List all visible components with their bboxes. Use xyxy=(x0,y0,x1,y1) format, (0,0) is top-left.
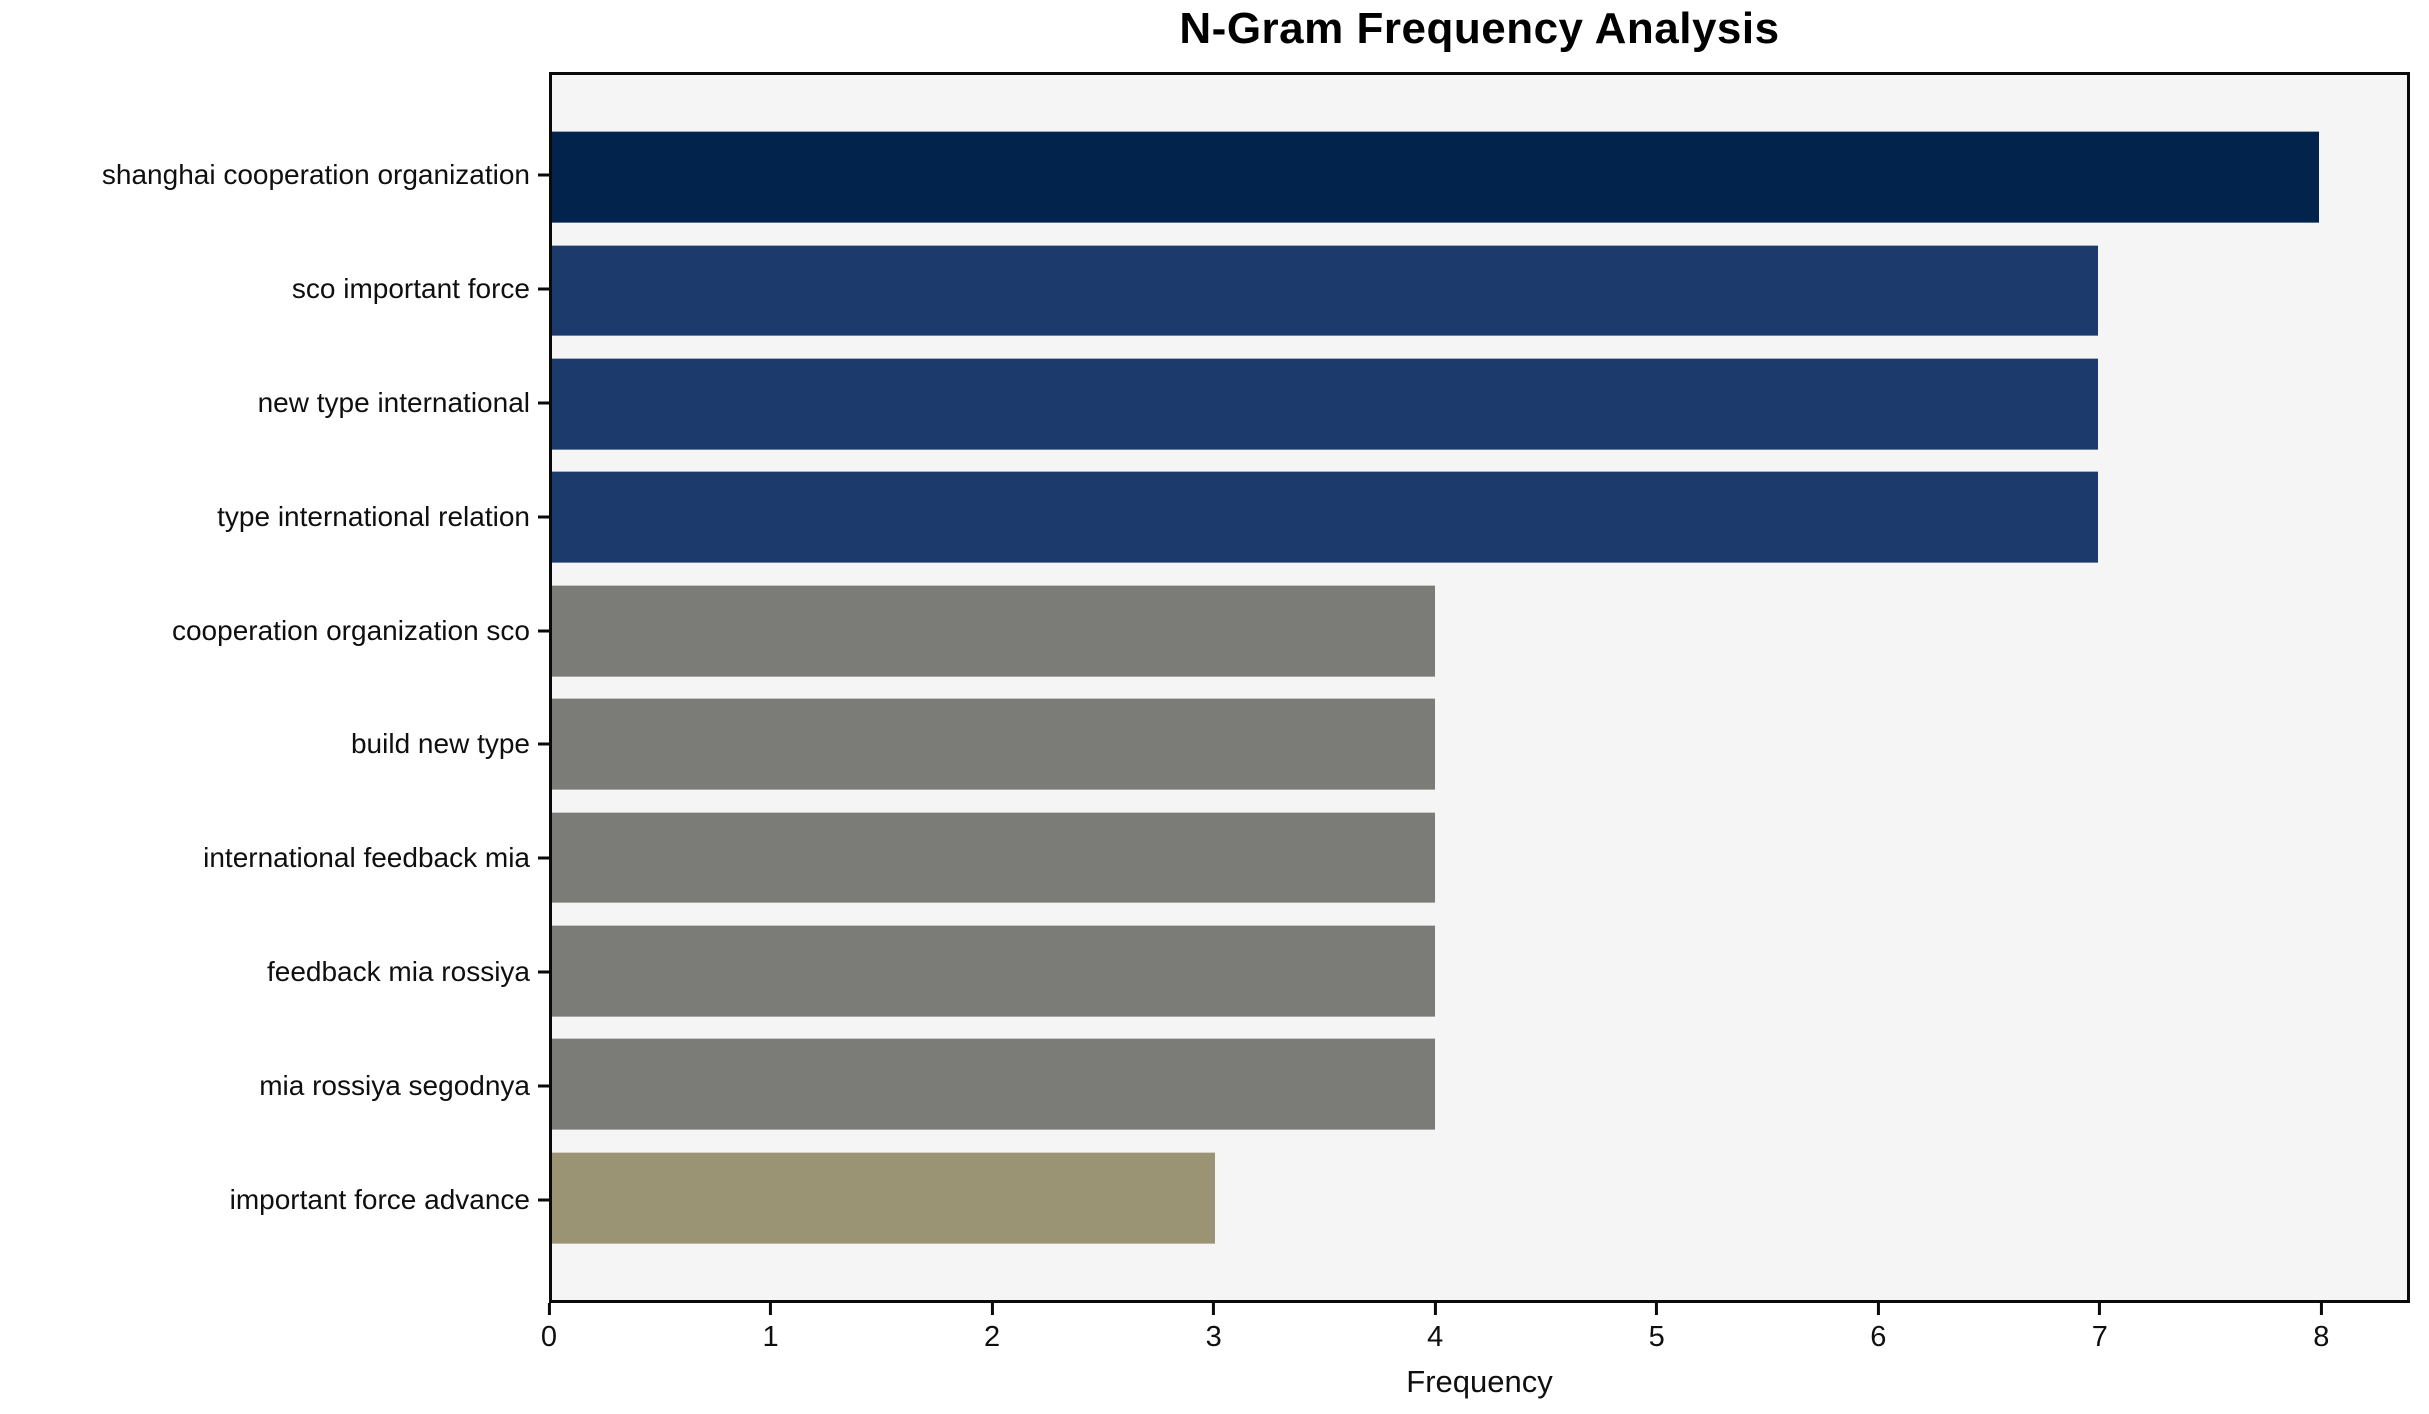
bar xyxy=(552,812,1436,903)
y-tick-mark xyxy=(538,742,549,746)
x-tick-label: 0 xyxy=(540,1321,558,1353)
x-tick: 4 xyxy=(1427,1303,1443,1354)
y-tick-label: sco important force xyxy=(291,272,530,304)
bar xyxy=(552,1039,1436,1130)
y-axis-tick-marks xyxy=(538,72,549,1303)
x-tick-mark xyxy=(769,1303,773,1315)
x-tick: 1 xyxy=(762,1303,779,1354)
y-axis-labels: shanghai cooperation organization sco imp… xyxy=(0,72,530,1303)
bar xyxy=(552,131,2319,223)
x-tick-mark xyxy=(1212,1303,1216,1315)
x-tick-label: 8 xyxy=(2313,1321,2330,1353)
y-tick-mark xyxy=(538,173,549,177)
x-tick-mark xyxy=(1876,1303,1880,1315)
y-tick-mark xyxy=(538,629,549,632)
x-tick-label: 7 xyxy=(2091,1321,2108,1353)
y-tick-mark xyxy=(538,856,549,860)
x-tick-label: 4 xyxy=(1427,1321,1444,1353)
y-tick-mark xyxy=(538,401,549,405)
y-tick-label: international feedback mia xyxy=(203,842,530,874)
x-tick-mark xyxy=(547,1303,551,1315)
bar xyxy=(552,1152,1215,1244)
y-tick-mark xyxy=(538,287,549,291)
chart-title: N-Gram Frequency Analysis xyxy=(1179,4,1780,53)
x-tick-label: 5 xyxy=(1648,1321,1665,1353)
x-tick-mark xyxy=(1433,1303,1437,1315)
x-tick: 8 xyxy=(2313,1303,2329,1354)
y-tick-label: cooperation organization sco xyxy=(171,614,530,646)
bar xyxy=(552,585,1436,677)
y-tick-mark xyxy=(538,970,549,974)
bar xyxy=(552,698,1436,790)
y-tick-label: new type international xyxy=(257,386,530,418)
x-tick-label: 1 xyxy=(762,1321,779,1353)
x-tick: 2 xyxy=(984,1303,1000,1354)
x-tick-mark xyxy=(1655,1303,1659,1315)
x-tick: 5 xyxy=(1649,1303,1665,1354)
x-tick: 6 xyxy=(1870,1303,1886,1354)
bar xyxy=(552,245,2098,336)
x-tick-label: 3 xyxy=(1205,1321,1222,1353)
y-tick-label: type international relation xyxy=(217,500,530,532)
x-tick: 7 xyxy=(2092,1303,2108,1354)
x-axis-title: Frequency xyxy=(1406,1364,1553,1399)
plot-area xyxy=(549,72,2410,1303)
x-axis: 0 1 2 3 4 5 6 7 8 xyxy=(541,1303,2410,1373)
bar xyxy=(552,925,1436,1017)
y-tick-label: mia rossiya segodnya xyxy=(259,1070,530,1102)
y-tick-label: build new type xyxy=(350,728,530,760)
x-tick: 3 xyxy=(1206,1303,1222,1354)
x-tick-mark xyxy=(990,1303,994,1315)
x-tick-mark xyxy=(2319,1303,2323,1315)
y-tick-mark xyxy=(538,1198,549,1202)
x-tick-label: 2 xyxy=(984,1321,1001,1353)
y-tick-label: important force advance xyxy=(229,1184,530,1216)
y-tick-mark xyxy=(538,1084,549,1088)
y-tick-label: feedback mia rossiya xyxy=(266,956,530,988)
bar xyxy=(552,471,2098,563)
y-tick-label: shanghai cooperation organization xyxy=(101,158,530,190)
y-tick-mark xyxy=(538,515,549,519)
x-tick: 0 xyxy=(541,1303,557,1354)
bar xyxy=(552,358,2098,450)
x-tick-mark xyxy=(2098,1303,2102,1315)
bars-container xyxy=(552,75,2407,1300)
x-tick-label: 6 xyxy=(1870,1321,1887,1353)
